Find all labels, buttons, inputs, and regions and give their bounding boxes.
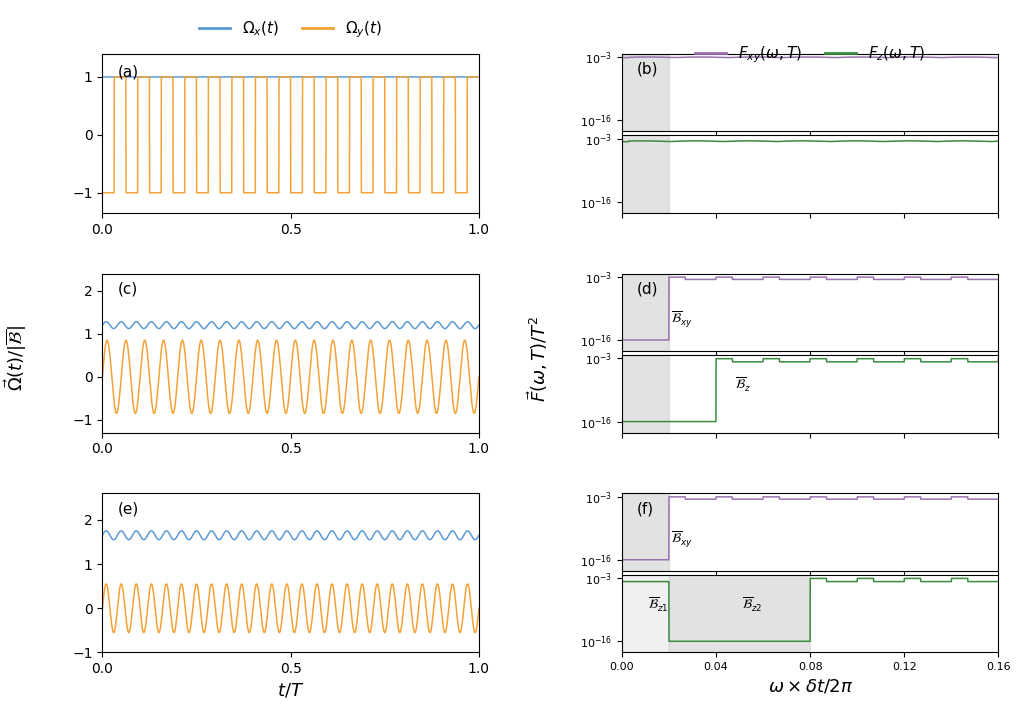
Bar xyxy=(622,355,669,433)
Bar xyxy=(622,136,669,213)
Bar xyxy=(622,575,669,652)
Text: (a): (a) xyxy=(118,65,138,80)
Text: $\overline{\mathcal{B}}_{xy}$: $\overline{\mathcal{B}}_{xy}$ xyxy=(671,310,692,330)
Bar xyxy=(669,575,810,652)
Text: (b): (b) xyxy=(637,62,658,77)
Text: (d): (d) xyxy=(637,281,658,296)
Bar xyxy=(622,54,669,131)
Bar xyxy=(622,273,669,351)
Bar xyxy=(622,493,669,571)
Legend: $F_{xy}(\omega,T)$, $F_z(\omega,T)$: $F_{xy}(\omega,T)$, $F_z(\omega,T)$ xyxy=(689,38,931,71)
Text: $\vec{\Omega}(t)/|\overline{\mathcal{B}}|$: $\vec{\Omega}(t)/|\overline{\mathcal{B}}… xyxy=(2,326,29,391)
Text: $\overline{\mathcal{B}}_{z1}$: $\overline{\mathcal{B}}_{z1}$ xyxy=(648,596,669,614)
Text: (f): (f) xyxy=(637,501,654,516)
X-axis label: $\omega \times \delta t/2\pi$: $\omega \times \delta t/2\pi$ xyxy=(768,678,853,695)
Text: (e): (e) xyxy=(118,501,138,516)
Text: $\vec{F}(\omega,T)/T^2$: $\vec{F}(\omega,T)/T^2$ xyxy=(525,315,550,402)
Text: $\overline{\mathcal{B}}_{z2}$: $\overline{\mathcal{B}}_{z2}$ xyxy=(742,596,763,614)
X-axis label: $t/T$: $t/T$ xyxy=(276,682,304,700)
Text: $\overline{\mathcal{B}}_{xy}$: $\overline{\mathcal{B}}_{xy}$ xyxy=(671,530,692,550)
Text: $\overline{\mathcal{B}}_z$: $\overline{\mathcal{B}}_z$ xyxy=(735,376,751,394)
Legend: $\Omega_x(t)$, $\Omega_y(t)$: $\Omega_x(t)$, $\Omega_y(t)$ xyxy=(194,14,388,47)
Text: (c): (c) xyxy=(118,282,137,296)
